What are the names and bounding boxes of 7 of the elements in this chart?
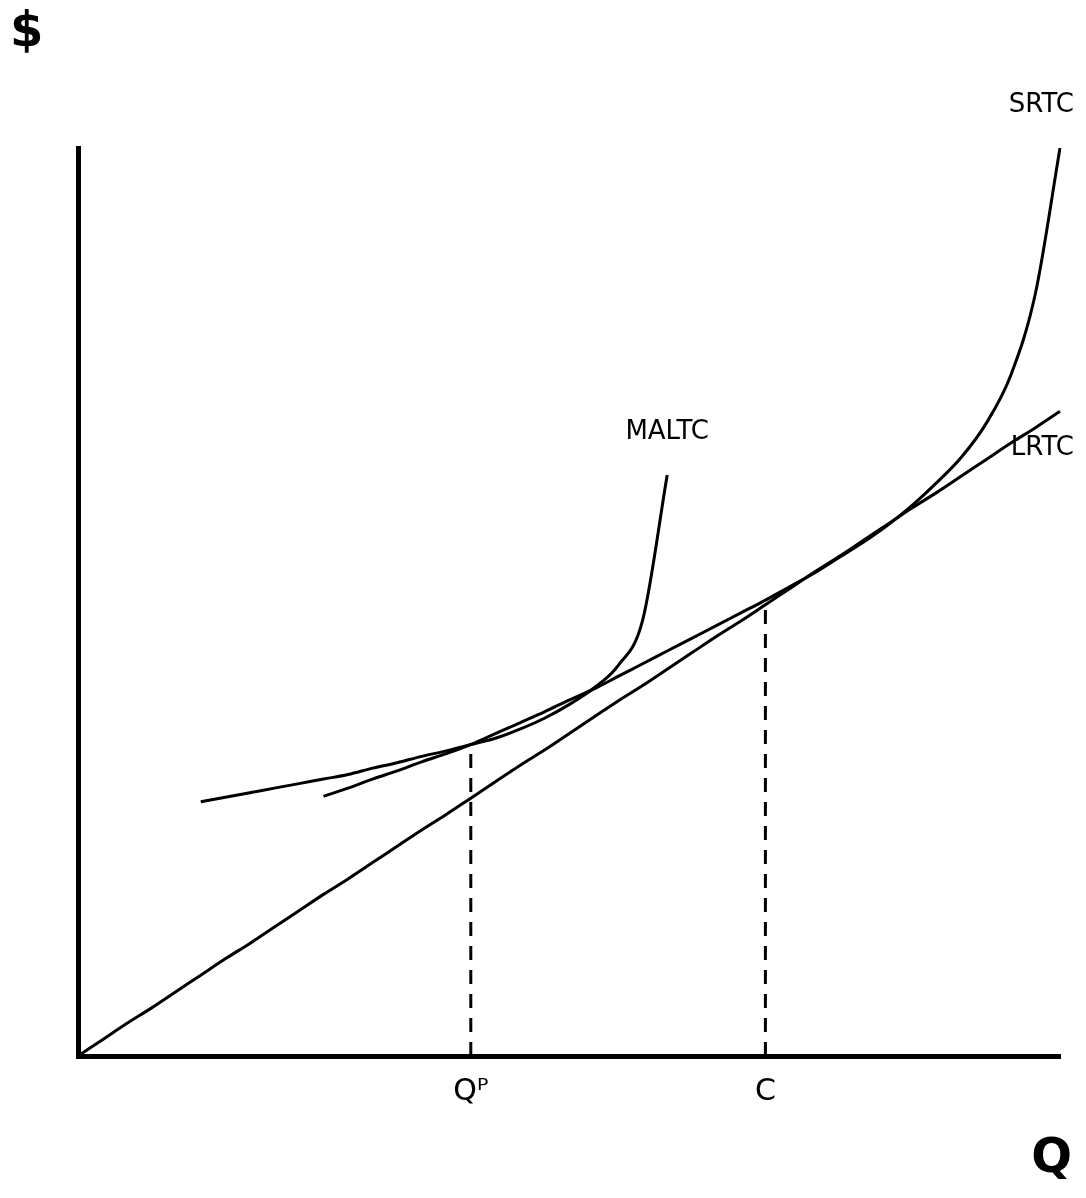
- x-tick-label: Qᴾ: [453, 1071, 489, 1107]
- series-label: MALTC: [625, 414, 710, 445]
- x-axis-title: Q: [1031, 1127, 1072, 1184]
- y-axis-title: $: [10, 1, 44, 58]
- series-label: SRTC: [1008, 87, 1075, 118]
- series-label: LRTC: [1010, 431, 1074, 462]
- x-tick-label: C: [754, 1071, 776, 1107]
